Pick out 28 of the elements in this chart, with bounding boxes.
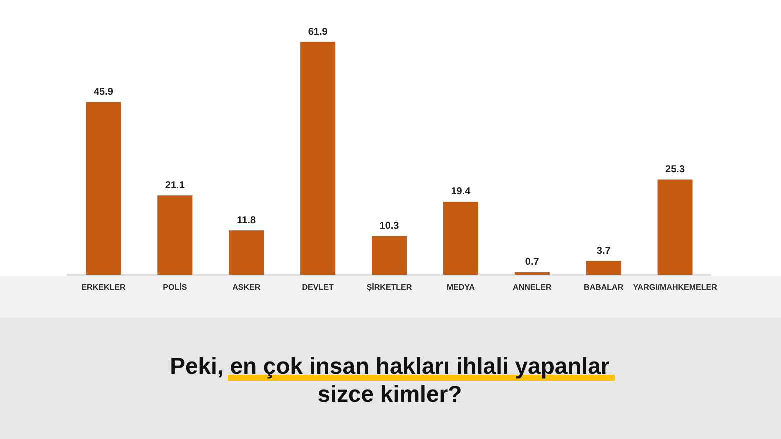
x-tick-label: ERKEKLER bbox=[82, 283, 126, 292]
data-label: 0.7 bbox=[525, 257, 540, 268]
x-tick-label: ANNELER bbox=[513, 283, 552, 292]
bar bbox=[658, 180, 693, 275]
x-tick-label: ASKER bbox=[232, 283, 261, 292]
bar bbox=[586, 261, 622, 275]
bar bbox=[86, 102, 122, 275]
bar bbox=[443, 202, 478, 275]
x-tick-label: POLİS bbox=[163, 283, 188, 292]
bar bbox=[372, 236, 408, 275]
bar bbox=[158, 196, 193, 275]
x-tick-label: YARGI/MAHKEMELER bbox=[633, 283, 718, 292]
text: Peki, en çok insan hakları ihlali yapanlar sizce kimler? bbox=[169, 352, 611, 408]
bar bbox=[514, 272, 550, 275]
bar bbox=[229, 230, 264, 275]
data-label: 19.4 bbox=[451, 186, 472, 198]
x-tick-label: MEDYA bbox=[446, 283, 476, 292]
data-label: 10.3 bbox=[380, 220, 400, 232]
data-label: 11.8 bbox=[237, 215, 256, 226]
data-label: 61.9 bbox=[308, 26, 328, 38]
data-label: 25.3 bbox=[666, 164, 686, 176]
x-tick-label: DEVLET bbox=[302, 283, 334, 292]
x-tick-label: ŞİRKETLER bbox=[366, 283, 412, 292]
data-label: 3.7 bbox=[596, 246, 612, 257]
bar bbox=[300, 42, 336, 275]
data-label: 45.9 bbox=[94, 86, 114, 98]
data-label: 21.1 bbox=[165, 180, 186, 192]
x-tick-label: BABALAR bbox=[584, 283, 624, 292]
